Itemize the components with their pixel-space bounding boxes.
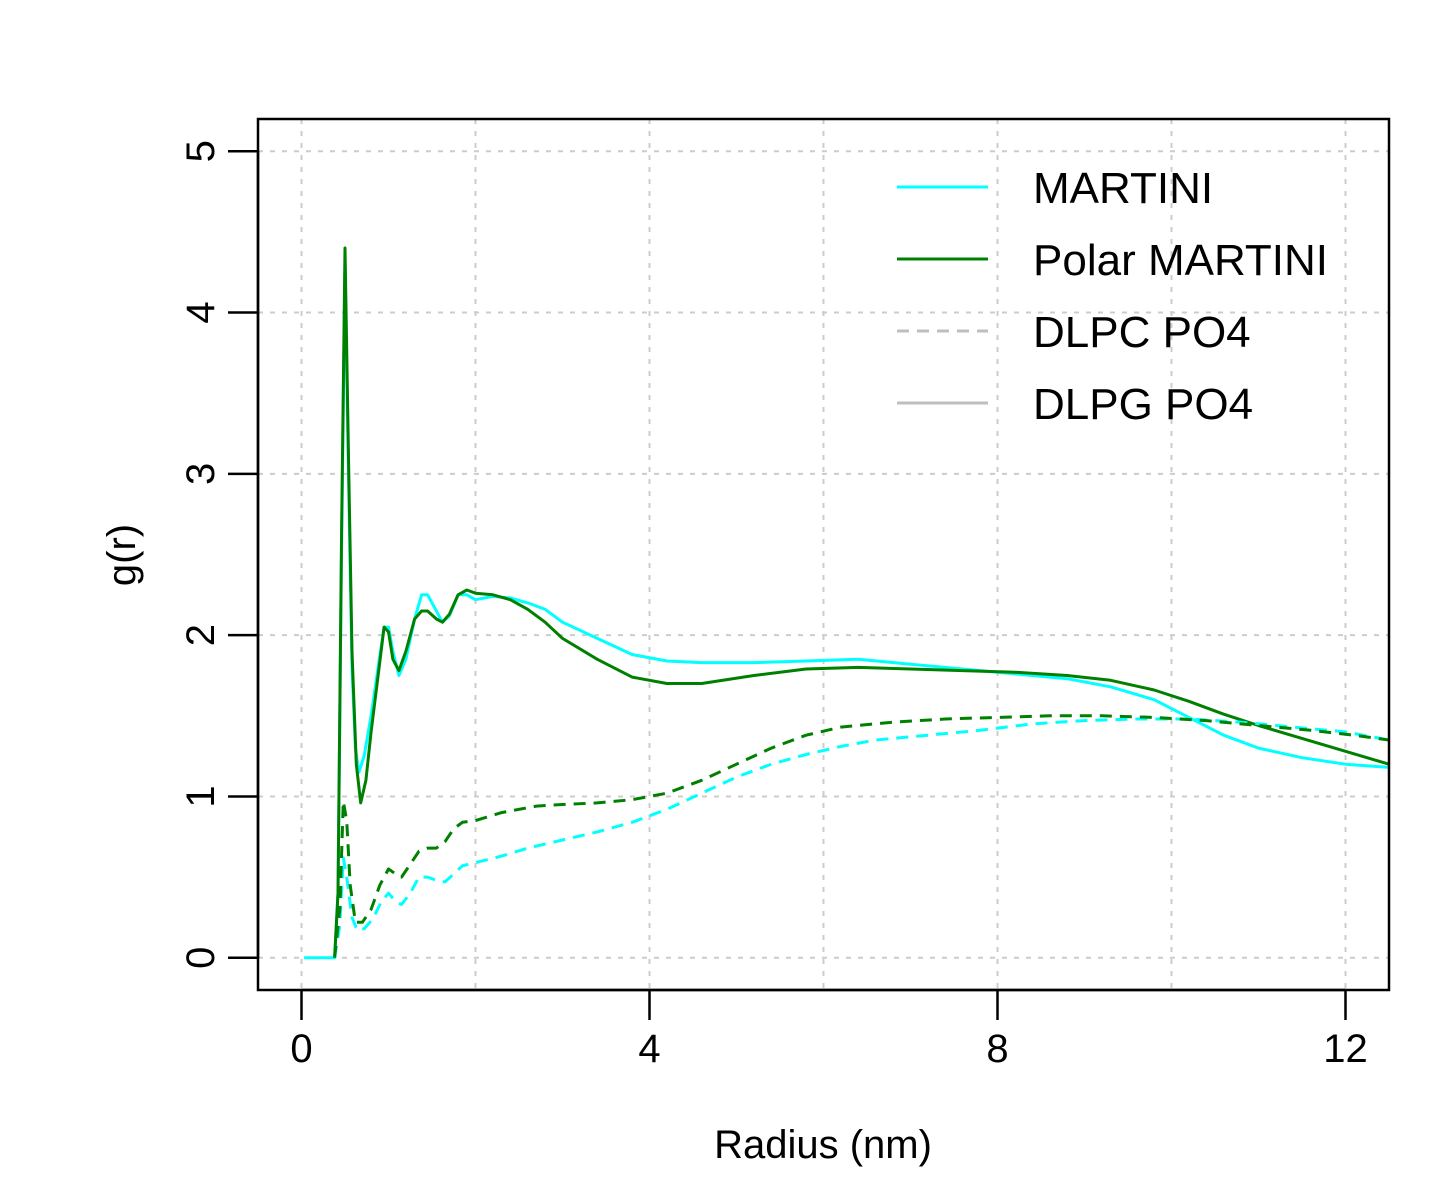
legend-label: MARTINI xyxy=(1033,164,1213,213)
series-layer xyxy=(304,246,1389,960)
series-line-polar-martini-dlpc xyxy=(333,714,1389,958)
legend-label: Polar MARTINI xyxy=(1033,236,1328,285)
y-tick-label: 5 xyxy=(179,140,223,162)
legend: MARTINI Polar MARTINI DLPC PO4 DLPG PO4 xyxy=(897,164,1328,429)
y-tick-label: 3 xyxy=(179,463,223,485)
x-axis-label: Radius (nm) xyxy=(714,1123,932,1167)
y-axis-label: g(r) xyxy=(100,524,144,586)
series-line-polar-martini-dlpg xyxy=(333,246,1389,958)
x-tick-label: 4 xyxy=(638,1027,660,1071)
series-line-martini-dlpc xyxy=(333,717,1389,958)
x-tick-label: 8 xyxy=(986,1027,1008,1071)
series-line-martini-dlpg xyxy=(304,262,1389,960)
y-tick-label: 4 xyxy=(179,301,223,323)
grid xyxy=(258,119,1389,990)
legend-label: DLPC PO4 xyxy=(1033,308,1251,357)
x-tick-label: 0 xyxy=(290,1027,312,1071)
y-tick-label: 0 xyxy=(179,947,223,969)
x-tick-label: 12 xyxy=(1323,1027,1368,1071)
y-tick-label: 1 xyxy=(179,785,223,807)
legend-label: DLPG PO4 xyxy=(1033,380,1253,429)
y-tick-label: 2 xyxy=(179,624,223,646)
